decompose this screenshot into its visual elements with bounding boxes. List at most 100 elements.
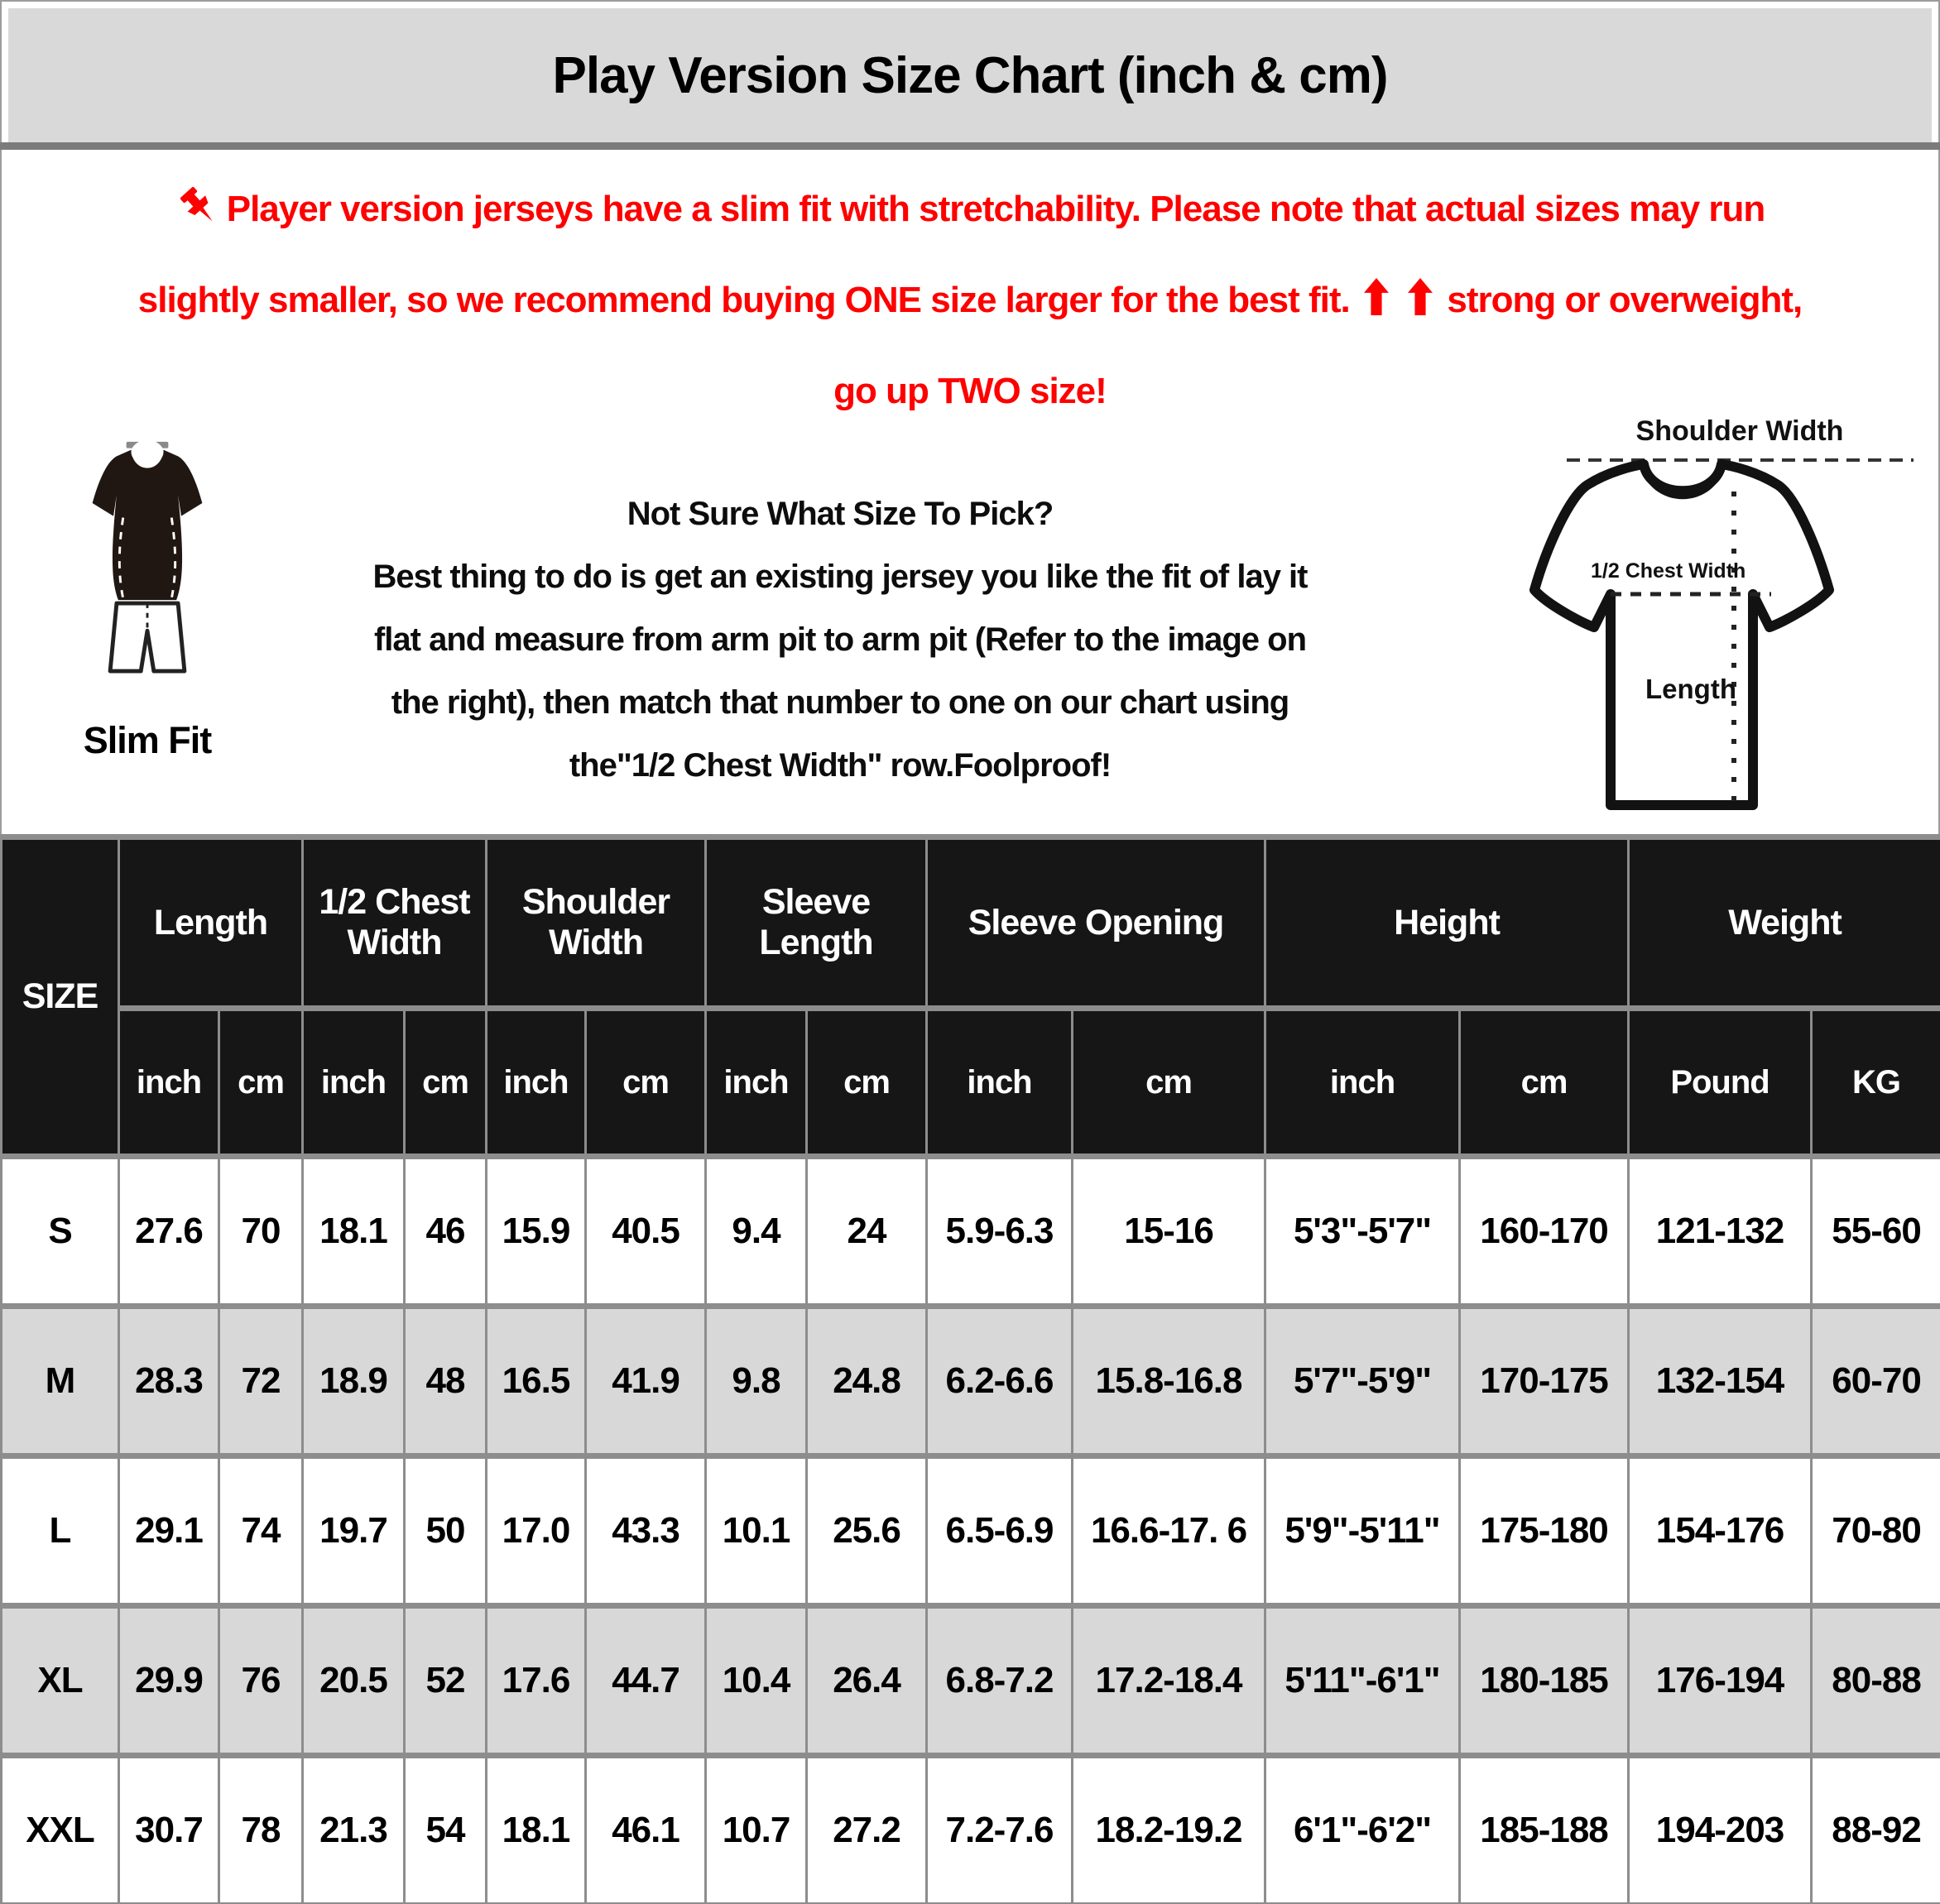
cell: 29.9 — [118, 1603, 220, 1758]
unit-header: cm — [218, 1005, 304, 1159]
cell: 50 — [403, 1453, 487, 1609]
column-header-height: Height — [1264, 834, 1630, 1010]
size-cell: XXL — [0, 1753, 120, 1904]
cell: 78 — [218, 1753, 304, 1904]
slim-fit-jersey-icon — [92, 439, 203, 674]
cell: 43.3 — [583, 1453, 708, 1609]
unit-header: inch — [301, 1005, 406, 1159]
table-unit-header-row: inch cm inch cm inch cm inch cm inch cm … — [2, 1005, 1940, 1159]
notice-text-2b: strong or overweight, — [1447, 280, 1803, 320]
cell: 46.1 — [583, 1753, 708, 1904]
unit-header: inch — [925, 1005, 1074, 1159]
size-guide-text: Not Sure What Size To Pick? Best thing t… — [236, 482, 1444, 797]
tshirt-measure-diagram: Shoulder Width 1/2 Chest Width Length — [1505, 386, 1931, 837]
table-row: S 27.6 70 18.1 46 15.9 40.5 9.4 24 5.9-6… — [0, 1153, 1940, 1309]
cell: 9.8 — [704, 1303, 809, 1459]
cell: 70 — [218, 1153, 304, 1309]
cell: 88-92 — [1810, 1753, 1940, 1904]
cell: 7.2-7.6 — [925, 1753, 1074, 1904]
cell: 154-176 — [1627, 1453, 1813, 1609]
cell: 76 — [218, 1603, 304, 1758]
chest-width-label: 1/2 Chest Width — [1591, 559, 1746, 583]
column-header-length: Length — [118, 834, 304, 1010]
unit-header: cm — [1071, 1005, 1267, 1159]
cell: 170-175 — [1458, 1303, 1630, 1459]
table-row: XL 29.9 76 20.5 52 17.6 44.7 10.4 26.4 6… — [0, 1603, 1940, 1758]
notice-text-1: Player version jerseys have a slim fit w… — [226, 189, 1766, 229]
cell: 18.1 — [485, 1753, 587, 1904]
cell: 27.2 — [805, 1753, 929, 1904]
table-row: XXL 30.7 78 21.3 54 18.1 46.1 10.7 27.2 … — [0, 1753, 1940, 1904]
cell: 185-188 — [1458, 1753, 1630, 1904]
shoulder-width-label: Shoulder Width — [1636, 415, 1844, 447]
cell: 24 — [805, 1153, 929, 1309]
cell: 10.4 — [704, 1603, 809, 1758]
cell: 15-16 — [1071, 1153, 1267, 1309]
cell: 132-154 — [1627, 1303, 1813, 1459]
cell: 25.6 — [805, 1453, 929, 1609]
cell: 40.5 — [583, 1153, 708, 1309]
unit-header: cm — [805, 1005, 929, 1159]
table-group-header-row: SIZE Length 1/2 Chest Width Shoulder Wid… — [0, 834, 1940, 1158]
cell: 80-88 — [1810, 1603, 1940, 1758]
up-arrow-icon — [1408, 278, 1433, 315]
cell: 6.5-6.9 — [925, 1453, 1074, 1609]
column-header-sleeve-length: Sleeve Length — [704, 834, 929, 1010]
size-cell: S — [0, 1153, 120, 1309]
slim-fit-figure: Slim Fit — [65, 437, 230, 762]
cell: 6.8-7.2 — [925, 1603, 1074, 1758]
cell: 175-180 — [1458, 1453, 1630, 1609]
cell: 180-185 — [1458, 1603, 1630, 1758]
tshirt-outline — [1529, 459, 1834, 810]
column-header-size: SIZE — [0, 834, 120, 1158]
tshirt-collar — [1640, 463, 1726, 500]
header-divider — [0, 142, 1940, 150]
pushpin-icon — [180, 186, 213, 222]
cell: 24.8 — [805, 1303, 929, 1459]
cell: 194-203 — [1627, 1753, 1813, 1904]
table-row: L 29.1 74 19.7 50 17.0 43.3 10.1 25.6 6.… — [0, 1453, 1940, 1609]
notice-line-1: Player version jerseys have a slim fit w… — [0, 164, 1940, 255]
page-title: Play Version Size Chart (inch & cm) — [552, 46, 1389, 104]
cell: 74 — [218, 1453, 304, 1609]
slim-fit-caption: Slim Fit — [83, 719, 213, 761]
unit-header: inch — [1264, 1005, 1462, 1159]
guide-heading: Not Sure What Size To Pick? — [627, 496, 1054, 532]
unit-header: cm — [1458, 1005, 1630, 1159]
column-header-chest-width: 1/2 Chest Width — [301, 834, 487, 1010]
cell: 30.7 — [118, 1753, 220, 1904]
cell: 27.6 — [118, 1153, 220, 1309]
cell: 52 — [403, 1603, 487, 1758]
guide-line: flat and measure from arm pit to arm pit… — [373, 621, 1307, 658]
notice-line-2: slightly smaller, so we recommend buying… — [0, 255, 1940, 346]
table-row: M 28.3 72 18.9 48 16.5 41.9 9.8 24.8 6.2… — [0, 1303, 1940, 1459]
cell: 60-70 — [1810, 1303, 1940, 1459]
cell: 15.9 — [485, 1153, 587, 1309]
cell: 9.4 — [704, 1153, 809, 1309]
cell: 41.9 — [583, 1303, 708, 1459]
cell: 5'9"-5'11" — [1264, 1453, 1462, 1609]
cell: 5.9-6.3 — [925, 1153, 1074, 1309]
cell: 54 — [403, 1753, 487, 1904]
cell: 48 — [403, 1303, 487, 1459]
cell: 5'7"-5'9" — [1264, 1303, 1462, 1459]
cell: 19.7 — [301, 1453, 406, 1609]
cell: 6'1"-6'2" — [1264, 1753, 1462, 1904]
column-header-weight: Weight — [1627, 834, 1940, 1010]
size-cell: M — [0, 1303, 120, 1459]
unit-header: KG — [1810, 1005, 1940, 1159]
cell: 18.2-19.2 — [1071, 1753, 1267, 1904]
tshirt-diagram-graphic: Shoulder Width 1/2 Chest Width Length — [1529, 415, 1914, 810]
guide-line: the"1/2 Chest Width" row.Foolproof! — [569, 747, 1112, 784]
cell: 55-60 — [1810, 1153, 1940, 1309]
column-header-shoulder-width: Shoulder Width — [484, 834, 708, 1010]
notice-text-2a: slightly smaller, so we recommend buying… — [137, 280, 1351, 320]
size-cell: XL — [0, 1603, 120, 1758]
fit-notice: Player version jerseys have a slim fit w… — [0, 164, 1940, 437]
cell: 17.0 — [485, 1453, 587, 1609]
cell: 15.8-16.8 — [1071, 1303, 1267, 1459]
cell: 70-80 — [1810, 1453, 1940, 1609]
cell: 6.2-6.6 — [925, 1303, 1074, 1459]
cell: 72 — [218, 1303, 304, 1459]
